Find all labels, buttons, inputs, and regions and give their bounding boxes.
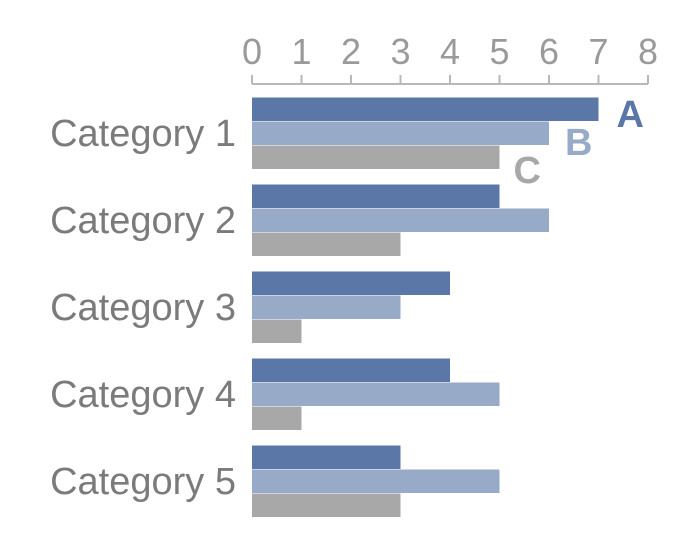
x-tick-label: 0 [242,31,262,72]
bar-a-4 [252,358,450,382]
bar-b-1 [252,121,549,145]
x-tick-label: 8 [638,31,658,72]
category-label-5: Category 5 [50,461,236,503]
bar-c-2 [252,232,401,256]
x-tick-label: 1 [291,31,311,72]
category-label-4: Category 4 [50,374,236,416]
category-label-3: Category 3 [50,287,236,329]
x-tick-label: 5 [489,31,509,72]
series-label-b: B [565,122,592,164]
bar-a-3 [252,271,450,295]
bar-c-5 [252,493,401,517]
x-tick-label: 6 [539,31,559,72]
bar-b-3 [252,295,401,319]
category-label-1: Category 1 [50,113,236,155]
series-label-a: A [617,94,644,136]
x-tick-label: 3 [390,31,410,72]
series-labels: ABC [514,94,644,192]
bar-b-5 [252,469,500,493]
x-tick-label: 2 [341,31,361,72]
x-tick-label: 7 [588,31,608,72]
bar-c-4 [252,406,302,430]
category-label-2: Category 2 [50,200,236,242]
x-tick-label: 4 [440,31,460,72]
bar-c-3 [252,319,302,343]
bar-b-4 [252,382,500,406]
bar-a-2 [252,184,500,208]
bars [252,97,599,517]
bar-a-5 [252,445,401,469]
bar-a-1 [252,97,599,121]
category-labels: Category 1 Category 2 Category 3 Category 4… [50,113,236,503]
bar-b-2 [252,208,549,232]
series-label-c: C [514,150,541,192]
bar-c-1 [252,145,500,169]
